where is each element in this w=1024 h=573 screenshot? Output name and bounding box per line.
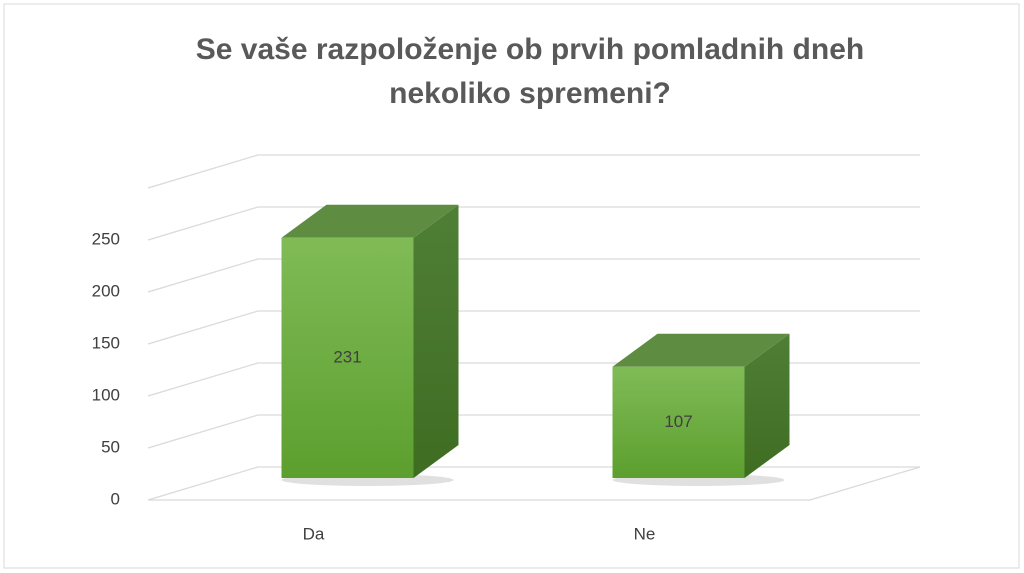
y-tick-label: 100 [92,385,120,404]
data-label: 231 [333,347,361,366]
title-box: Se vaše razpoloženje ob prvih pomladnih … [195,33,865,110]
x-tick-label: Da [303,524,325,543]
bar [281,237,414,478]
y-tick-label: 0 [111,489,120,508]
bar-top [281,204,459,238]
bar [612,366,745,478]
y-tick-label: 50 [101,437,120,456]
plot: 0 50 100 150 200 250 Da 231 Ne 107 [92,154,921,543]
y-tick-label: 200 [92,281,120,300]
y-tick-label: 150 [92,333,120,352]
grid-line [147,258,920,293]
frame [3,3,1020,569]
grid-line [147,206,920,241]
bar-side [744,333,790,478]
bar-top [612,333,790,367]
floor-line [809,466,921,501]
grid-line [147,310,920,345]
y-tick-label: 250 [92,229,120,248]
grid-line [147,154,920,189]
data-label: 107 [664,412,692,431]
bar-side [413,204,459,478]
x-tick-label: Ne [634,524,656,543]
chart-title: Se vaše razpoloženje ob prvih pomladnih … [195,33,865,110]
